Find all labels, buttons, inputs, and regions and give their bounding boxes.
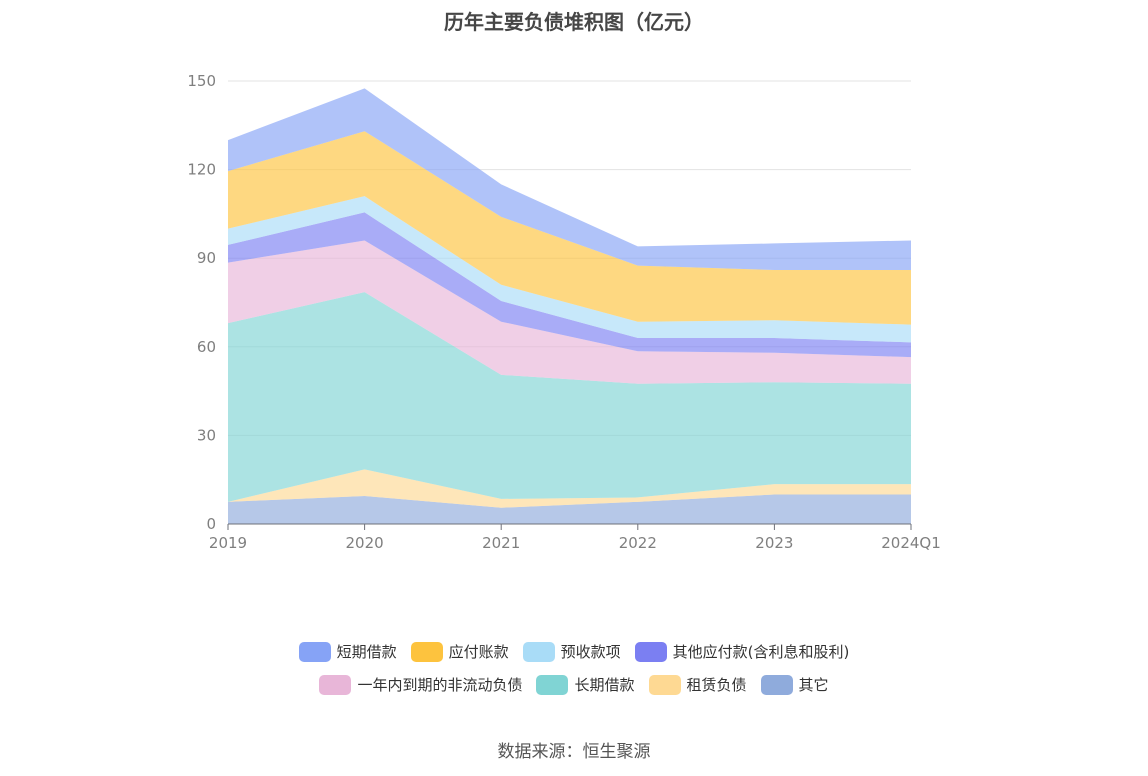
legend-label: 短期借款 bbox=[336, 643, 397, 661]
legend-row-1: 短期借款 应付账款 预收款项 其他应付款(含利息和股利) bbox=[0, 641, 1148, 662]
legend-label: 一年内到期的非流动负债 bbox=[357, 676, 523, 694]
legend-label: 租赁负债 bbox=[686, 676, 747, 694]
x-tick-label: 2023 bbox=[755, 534, 793, 552]
y-tick-label: 150 bbox=[187, 72, 216, 90]
chart-title: 历年主要负债堆积图（亿元） bbox=[444, 10, 704, 34]
legend-swatch bbox=[522, 641, 555, 662]
legend-item[interactable]: 应付账款 bbox=[410, 641, 509, 662]
legend-item[interactable]: 一年内到期的非流动负债 bbox=[319, 674, 522, 695]
legend-label: 长期借款 bbox=[574, 676, 635, 694]
area-series bbox=[228, 196, 911, 343]
y-tick-label: 60 bbox=[197, 338, 216, 356]
area-series bbox=[228, 469, 911, 508]
y-tick-label: 30 bbox=[197, 426, 216, 444]
legend-item[interactable]: 租赁负债 bbox=[648, 674, 747, 695]
area-series bbox=[228, 240, 911, 384]
legend-label: 其他应付款(含利息和股利) bbox=[672, 643, 850, 661]
y-tick-label: 120 bbox=[187, 161, 216, 179]
chart-plot: 0 30 60 90 120 150 2019 2020 2021 2022 2023 2024Q1 bbox=[187, 72, 941, 552]
legend-item[interactable]: 其他应付款(含利息和股利) bbox=[634, 641, 850, 662]
legend-label: 其它 bbox=[798, 676, 829, 694]
legend-item[interactable]: 其它 bbox=[760, 674, 829, 695]
area-series bbox=[228, 494, 911, 524]
x-tick-label: 2022 bbox=[619, 534, 657, 552]
legend-label: 应付账款 bbox=[448, 643, 509, 661]
x-tick-label: 2024Q1 bbox=[881, 534, 941, 552]
legend-swatch bbox=[760, 674, 793, 695]
x-tick-label: 2020 bbox=[346, 534, 384, 552]
data-source: 数据来源：恒生聚源 bbox=[497, 742, 651, 762]
area-series bbox=[228, 88, 911, 271]
legend-swatch bbox=[319, 674, 352, 695]
legend-item[interactable]: 短期借款 bbox=[298, 641, 397, 662]
y-tick-label: 0 bbox=[206, 515, 216, 533]
legend-label: 预收款项 bbox=[560, 643, 621, 661]
x-tick-label: 2019 bbox=[209, 534, 247, 552]
legend-swatch bbox=[536, 674, 569, 695]
y-tick-label: 90 bbox=[197, 249, 216, 267]
legend-item[interactable]: 预收款项 bbox=[522, 641, 621, 662]
area-series bbox=[228, 212, 911, 358]
legend-row-2: 一年内到期的非流动负债 长期借款 租赁负债 其它 bbox=[0, 674, 1148, 695]
x-tick-label: 2021 bbox=[482, 534, 520, 552]
area-series bbox=[228, 292, 911, 502]
legend-swatch bbox=[298, 641, 331, 662]
legend-swatch bbox=[634, 641, 667, 662]
legend-item[interactable]: 长期借款 bbox=[536, 674, 635, 695]
legend-swatch bbox=[410, 641, 443, 662]
area-series bbox=[228, 131, 911, 325]
legend-swatch bbox=[648, 674, 681, 695]
